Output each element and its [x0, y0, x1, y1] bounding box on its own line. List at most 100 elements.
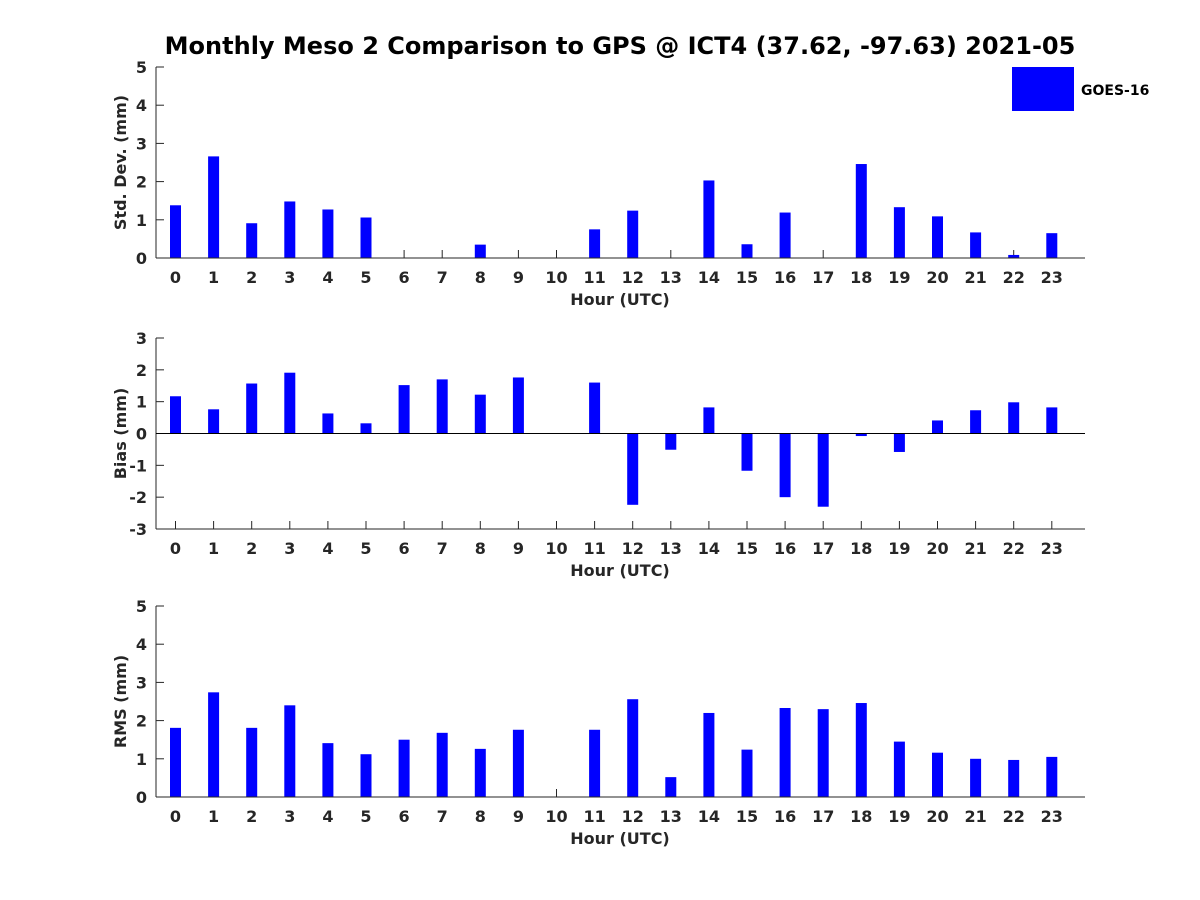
bar	[893, 207, 905, 258]
y-tick-label: 1	[136, 750, 147, 769]
bar	[246, 383, 258, 434]
bar	[1046, 407, 1058, 434]
x-tick-label: 5	[360, 539, 371, 558]
x-tick-label: 19	[888, 268, 910, 287]
x-tick-label: 11	[583, 268, 605, 287]
bar	[703, 180, 715, 258]
bar	[589, 729, 601, 797]
bar	[932, 420, 943, 434]
y-tick-label: 5	[136, 58, 147, 77]
x-tick-label: 17	[812, 539, 834, 558]
bar	[703, 407, 715, 434]
legend-swatch	[1012, 67, 1074, 111]
x-tick-label: 22	[1003, 539, 1025, 558]
bar	[474, 244, 486, 258]
x-tick-label: 12	[622, 807, 644, 826]
bar	[932, 752, 943, 797]
x-tick-label: 20	[926, 539, 948, 558]
y-tick-label: 2	[136, 361, 147, 380]
bar	[665, 433, 677, 450]
x-axis-label: Hour (UTC)	[570, 829, 670, 848]
x-tick-label: 21	[964, 268, 986, 287]
bar	[741, 749, 753, 797]
bar	[284, 372, 296, 434]
x-tick-label: 11	[583, 807, 605, 826]
x-tick-label: 18	[850, 807, 872, 826]
x-tick-label: 20	[926, 268, 948, 287]
bar	[589, 229, 601, 258]
bar	[779, 212, 791, 258]
y-tick-label: 1	[136, 393, 147, 412]
x-tick-label: 11	[583, 539, 605, 558]
y-tick-label: -2	[129, 488, 147, 507]
bar	[932, 216, 943, 258]
bar	[855, 164, 867, 258]
x-tick-label: 12	[622, 539, 644, 558]
x-tick-label: 23	[1041, 539, 1063, 558]
bar	[893, 741, 905, 797]
x-tick-label: 0	[170, 539, 181, 558]
x-tick-label: 22	[1003, 807, 1025, 826]
bar	[208, 156, 220, 258]
x-tick-label: 4	[322, 268, 333, 287]
x-tick-label: 22	[1003, 268, 1025, 287]
bar	[284, 705, 296, 797]
bar	[970, 232, 982, 258]
bar	[474, 748, 486, 797]
bar	[970, 758, 982, 797]
y-tick-label: 2	[136, 712, 147, 731]
y-tick-label: 4	[136, 96, 147, 115]
bar	[512, 729, 524, 797]
x-tick-label: 18	[850, 268, 872, 287]
x-tick-label: 1	[208, 268, 219, 287]
x-tick-label: 2	[246, 268, 257, 287]
bar	[1008, 402, 1020, 434]
x-tick-label: 3	[284, 539, 295, 558]
y-tick-label: 4	[136, 635, 147, 654]
x-tick-label: 15	[736, 539, 758, 558]
x-tick-label: 16	[774, 807, 796, 826]
bar	[855, 703, 867, 797]
bar	[893, 433, 905, 452]
legend-label: GOES-16	[1081, 83, 1149, 99]
x-tick-label: 8	[475, 539, 486, 558]
x-tick-label: 12	[622, 268, 644, 287]
x-tick-label: 5	[360, 807, 371, 826]
bar	[246, 727, 258, 797]
y-tick-label: 0	[136, 249, 147, 268]
x-tick-label: 19	[888, 807, 910, 826]
bar	[436, 379, 448, 434]
y-tick-label: -3	[129, 520, 147, 539]
y-tick-label: 3	[136, 673, 147, 692]
bar	[322, 743, 334, 797]
bar	[170, 396, 181, 434]
bar	[284, 201, 296, 258]
bar	[589, 382, 601, 434]
x-axis-label: Hour (UTC)	[570, 290, 670, 309]
y-tick-label: -1	[129, 456, 147, 475]
x-tick-label: 16	[774, 539, 796, 558]
y-axis-label: RMS (mm)	[111, 655, 130, 748]
x-tick-label: 18	[850, 539, 872, 558]
x-tick-label: 17	[812, 807, 834, 826]
x-tick-label: 9	[513, 539, 524, 558]
bar	[1008, 254, 1020, 258]
x-tick-label: 1	[208, 539, 219, 558]
y-axis-label: Std. Dev. (mm)	[111, 95, 130, 230]
x-tick-label: 13	[660, 539, 682, 558]
x-tick-label: 6	[399, 268, 410, 287]
x-tick-label: 9	[513, 268, 524, 287]
bar	[398, 739, 410, 797]
x-tick-label: 23	[1041, 268, 1063, 287]
bar	[741, 433, 753, 471]
bar	[360, 217, 372, 258]
x-tick-label: 0	[170, 268, 181, 287]
bar	[1008, 759, 1020, 797]
x-tick-label: 13	[660, 807, 682, 826]
x-tick-label: 10	[545, 268, 567, 287]
bar	[360, 754, 372, 797]
x-tick-label: 15	[736, 268, 758, 287]
x-tick-label: 8	[475, 268, 486, 287]
